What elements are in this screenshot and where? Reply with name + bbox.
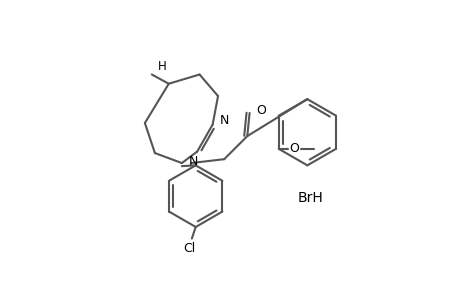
Text: O: O: [255, 104, 265, 117]
Text: BrH: BrH: [297, 191, 322, 205]
Text: N: N: [188, 155, 198, 168]
Text: H: H: [158, 60, 167, 73]
Text: Cl: Cl: [183, 242, 195, 255]
Text: O: O: [289, 142, 298, 155]
Text: N: N: [219, 114, 229, 127]
